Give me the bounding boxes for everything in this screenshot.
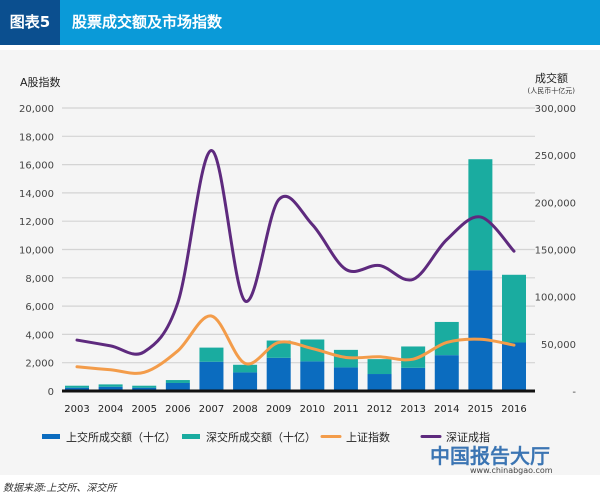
bar-2003 xyxy=(65,387,89,391)
left-tick-label: 10,000 xyxy=(19,246,54,257)
bar-2010 xyxy=(300,339,325,362)
right-tick-label: - xyxy=(572,387,576,398)
x-tick-label: 2011 xyxy=(333,404,358,415)
bar-2014 xyxy=(434,355,459,391)
bar-2007 xyxy=(199,361,224,391)
bar-2010 xyxy=(300,361,325,391)
x-tick-label: 2016 xyxy=(501,404,526,415)
bar-2009 xyxy=(266,357,291,391)
left-tick-label: 8,000 xyxy=(25,274,54,285)
x-tick-label: 2004 xyxy=(98,404,123,415)
source-note: 数据来源:上交所、深交所 xyxy=(3,483,117,494)
x-tick-label: 2005 xyxy=(132,404,157,415)
bar-2007 xyxy=(199,347,224,362)
bar-2003 xyxy=(65,385,89,388)
bar-2006 xyxy=(165,382,190,391)
bar-2012 xyxy=(367,359,392,375)
left-tick-label: 4,000 xyxy=(25,330,54,341)
figure-number: 图表5 xyxy=(0,0,60,45)
x-tick-label: 2012 xyxy=(367,404,392,415)
bar-2011 xyxy=(333,367,358,391)
right-axis-title: 成交额 xyxy=(535,71,568,85)
right-tick-label: 50,000 xyxy=(541,340,576,351)
chart-panel xyxy=(0,50,600,475)
bar-2016 xyxy=(502,274,526,343)
bar-2004 xyxy=(98,384,123,387)
x-tick-label: 2014 xyxy=(434,404,459,415)
chart-title: 股票成交额及市场指数 xyxy=(72,13,223,31)
left-tick-label: 14,000 xyxy=(19,189,54,200)
left-tick-label: 20,000 xyxy=(19,104,54,115)
bar-2016 xyxy=(502,342,526,391)
left-tick-label: 18,000 xyxy=(19,132,54,143)
bar-2014 xyxy=(434,321,459,356)
legend-label: 上交所成交额（十亿） xyxy=(66,430,176,444)
line-深证成指 xyxy=(75,148,516,356)
bar-2004 xyxy=(98,386,123,391)
bar-2012 xyxy=(367,374,392,391)
right-tick-label: 150,000 xyxy=(535,246,576,257)
right-tick-label: 200,000 xyxy=(535,198,576,209)
bar-2008 xyxy=(233,364,258,373)
bar-2013 xyxy=(401,346,426,368)
x-tick-label: 2007 xyxy=(199,404,224,415)
left-tick-label: 6,000 xyxy=(25,302,54,313)
left-tick-label: 12,000 xyxy=(19,217,54,228)
x-tick-label: 2015 xyxy=(468,404,493,415)
bar-2006 xyxy=(165,380,190,383)
right-axis-unit: (人民币十亿元) xyxy=(528,86,576,95)
bar-2005 xyxy=(132,387,157,391)
bar-2015 xyxy=(468,159,493,271)
legend-label: 深交所成交额（十亿） xyxy=(206,430,316,444)
legend-label: 上证指数 xyxy=(346,430,390,444)
bar-2008 xyxy=(233,372,258,391)
x-tick-label: 2009 xyxy=(266,404,291,415)
watermark-url: www.chinabgao.com xyxy=(470,466,553,475)
legend-swatch xyxy=(42,434,60,439)
left-tick-label: 0 xyxy=(48,387,54,398)
watermark-logo: 中国报告大厅 xyxy=(430,444,550,468)
left-tick-label: 2,000 xyxy=(25,359,54,370)
bar-2005 xyxy=(132,385,157,388)
x-tick-label: 2006 xyxy=(165,404,190,415)
x-tick-label: 2013 xyxy=(400,404,425,415)
left-axis-title: A股指数 xyxy=(20,75,61,89)
line-上证指数 xyxy=(75,314,516,375)
right-tick-label: 250,000 xyxy=(535,151,576,162)
right-tick-label: 100,000 xyxy=(535,293,576,304)
header-bar: 图表5 股票成交额及市场指数 xyxy=(0,0,600,45)
legend-swatch xyxy=(182,434,200,439)
left-tick-label: 16,000 xyxy=(19,161,54,172)
bar-2015 xyxy=(468,270,493,391)
legend-label: 深证成指 xyxy=(446,430,490,444)
x-tick-label: 2008 xyxy=(232,404,257,415)
x-tick-label: 2010 xyxy=(300,404,325,415)
bar-2013 xyxy=(401,367,426,391)
x-tick-label: 2003 xyxy=(64,404,89,415)
right-tick-label: 300,000 xyxy=(535,104,576,115)
